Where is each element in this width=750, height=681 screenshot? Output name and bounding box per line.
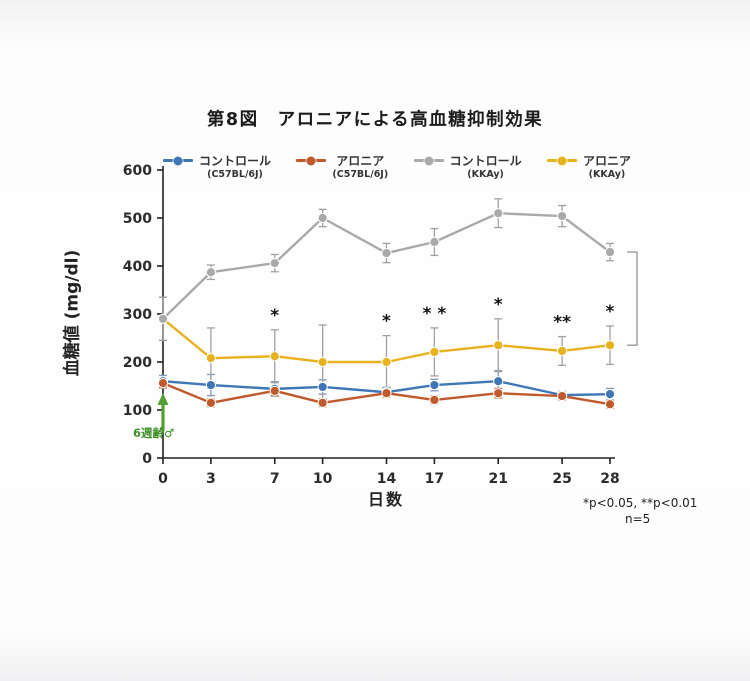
legend-item-1: アロニア (C57BL/6J) [296,152,388,180]
series-point-2 [493,208,504,219]
y-tick-label: 300 [123,307,152,323]
legend-series-name: コントロール [449,154,522,168]
significance-marker: * [382,312,391,332]
series-point-1 [604,399,616,410]
x-tick-label: 14 [377,471,397,487]
legend-item-0: コントロール (C57BL/6J) [163,152,271,180]
series-point-1 [493,388,504,399]
series-point-0 [604,389,616,400]
significance-marker: * * [423,304,447,324]
legend-dot-icon [173,156,183,165]
footnote-pvalues: *p<0.05, **p<0.01 [583,496,698,510]
series-point-3 [269,351,280,362]
age-arrow-head-icon [157,393,169,405]
series-point-3 [317,356,328,368]
series-point-1 [157,378,169,389]
x-tick-label: 28 [600,471,619,487]
legend-dot-icon [306,156,316,165]
legend-series-strain: (KKAy) [467,169,504,180]
series-point-2 [205,267,216,278]
series-point-0 [205,379,216,391]
y-tick-label: 600 [123,163,152,179]
series-point-1 [317,397,328,408]
legend-line-marker [413,156,444,165]
footnote: *p<0.05, **p<0.01 n=5 [583,495,703,527]
series-point-3 [429,346,440,358]
legend-dot-icon [424,156,434,165]
series-point-3 [205,353,216,364]
legend-series-strain: (KKAy) [588,169,626,180]
x-tick-label: 3 [206,471,216,487]
legend-label: アロニア (C57BL/6J) [332,152,388,180]
series-point-2 [557,210,568,222]
age-annotation: 6週齢♂ [133,426,175,440]
series-point-3 [381,356,392,368]
legend-series-name: アロニア [582,154,631,168]
series-point-2 [317,212,328,224]
legend-line-marker [163,156,193,165]
legend-label: コントロール (C57BL/6J) [199,152,271,180]
legend-label: アロニア (KKAy) [583,152,631,180]
x-tick-label: 17 [425,471,444,487]
legend-series-strain: (C57BL/6J) [207,169,263,180]
series-point-3 [493,340,504,351]
legend-line-marker [296,156,327,165]
legend-series-name: コントロール [199,154,272,168]
legend-series-name: アロニア [336,154,385,168]
series-point-2 [429,236,440,248]
y-tick-label: 100 [123,403,152,419]
significance-marker: ** [553,313,571,333]
series-point-3 [557,345,568,357]
series-point-1 [381,388,392,399]
footnote-n: n=5 [625,512,651,527]
series-line-2 [162,211,611,320]
comparison-bracket [627,251,638,346]
series-point-2 [604,246,616,258]
y-tick-label: 500 [123,211,152,227]
significance-marker: * [270,306,279,326]
series-point-0 [317,381,328,393]
significance-marker: * [606,302,615,322]
series-point-0 [429,379,440,391]
legend-item-2: コントロール (KKAy) [413,152,522,180]
figure-title: 第8図 アロニアによる高血糖抑制効果 [206,110,544,130]
chart-legend: コントロール (C57BL/6J) アロニア (C57BL/6J) コントロール (KKA… [163,152,631,180]
x-tick-label: 10 [313,471,333,487]
series-point-1 [205,397,216,408]
series-point-3 [604,340,616,351]
series-point-1 [269,385,280,396]
legend-line-marker [546,156,577,165]
y-tick-label: 0 [142,451,152,467]
x-tick-label: 0 [158,471,168,487]
legend-series-strain: (C57BL/6J) [332,169,389,180]
x-tick-label: 7 [270,471,280,487]
significance-marker: * [494,295,503,315]
series-point-2 [157,313,169,324]
x-tick-label: 25 [552,471,571,487]
series-point-1 [429,394,440,406]
y-tick-label: 400 [123,259,152,275]
y-axis-label: 血糖値 (mg/dl) [62,249,83,377]
series-point-2 [381,247,392,259]
series-point-1 [557,390,568,402]
legend-dot-icon [557,156,567,165]
y-tick-label: 200 [123,355,152,371]
legend-label: コントロール (KKAy) [450,152,522,180]
legend-item-3: アロニア (KKAy) [546,152,631,180]
series-point-0 [493,376,504,387]
series-point-2 [269,258,280,269]
x-tick-label: 21 [489,471,508,487]
x-axis-label: 日数 [367,490,405,509]
